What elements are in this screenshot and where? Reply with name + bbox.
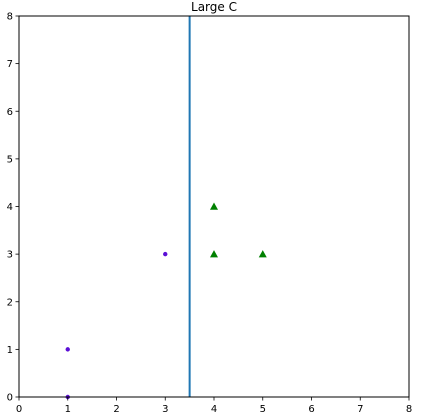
triangle-point-2 [258,250,267,258]
circle-point-2 [163,251,168,257]
triangle-point-1 [210,202,218,210]
x-tick-label-1: 1 [65,404,71,415]
x-tick-label-6: 6 [308,404,314,415]
y-tick-label-0: 0 [7,393,13,404]
circle-point-1 [65,347,70,352]
x-tick-label-8: 8 [406,404,412,415]
triangle-point-0 [210,250,218,258]
y-tick-label-5: 5 [7,154,13,165]
x-tick-label-5: 5 [260,404,266,415]
y-tick-label-4: 4 [7,202,13,213]
plot-area [65,16,267,400]
x-tick-label-2: 2 [113,404,119,415]
y-tick-label-8: 8 [7,12,13,23]
y-tick-label-1: 1 [7,345,13,356]
chart-title: Large C [191,0,237,14]
axis-ticks: 0 1 2 3 4 5 6 7 8 0 1 2 3 4 5 6 7 8 [7,12,413,415]
x-tick-label-3: 3 [162,404,168,415]
y-tick-label-7: 7 [7,59,13,70]
x-tick-label-7: 7 [357,404,363,415]
y-tick-label-6: 6 [7,107,13,118]
x-tick-label-4: 4 [211,404,217,415]
y-tick-label-3: 3 [7,250,13,261]
y-tick-label-2: 2 [7,297,13,308]
x-tick-label-0: 0 [16,404,22,415]
